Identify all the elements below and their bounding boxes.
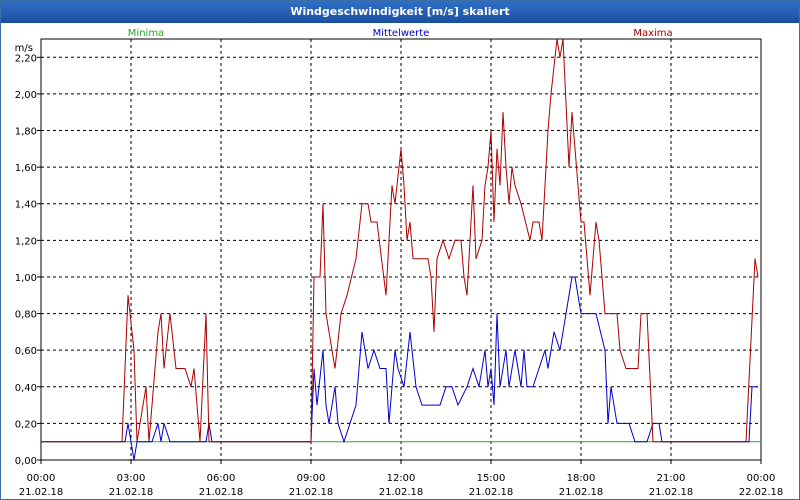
y-tick-label: 0,40 [15,383,37,394]
x-tick-time: 21:00 [657,473,686,484]
x-tick-date: 21.02.18 [19,487,64,498]
y-tick-label: 1,20 [15,236,37,247]
y-tick-label: 0,20 [15,419,37,430]
y-tick-label: 2,20 [15,53,37,64]
x-tick-time: 03:00 [117,473,146,484]
y-tick-label: 0,60 [15,346,37,357]
legend-minima: Minima [128,28,164,39]
x-tick-time: 12:00 [387,473,416,484]
legend-maxima: Maxima [633,28,672,39]
x-tick-date: 21.02.18 [199,487,244,498]
x-tick-time: 06:00 [207,473,236,484]
x-tick-date: 21.02.18 [649,487,694,498]
x-tick-time: 09:00 [297,473,326,484]
x-tick-time: 15:00 [477,473,506,484]
y-tick-label: 0,00 [15,456,37,467]
x-tick-date: 21.02.18 [109,487,154,498]
y-tick-label: 1,40 [15,200,37,211]
y-tick-label: 1,80 [15,127,37,138]
chart-title: Windgeschwindigkeit [m/s] skaliert [1,1,799,23]
x-tick-date: 22.02.18 [739,487,784,498]
y-tick-label: 0,80 [15,310,37,321]
x-tick-time: 00:00 [27,473,56,484]
wind-speed-chart: 0,00 0,20 0,40 0,60 0,80 1,00 1,20 1,40 1,60 1,80… [15,28,784,498]
x-tick-date: 21.02.18 [469,487,514,498]
y-axis-label: m/s [15,43,33,54]
y-tick-label: 2,00 [15,90,37,101]
y-tick-label: 1,00 [15,273,37,284]
x-tick-date: 21.02.18 [289,487,334,498]
y-tick-label: 1,60 [15,163,37,174]
x-tick-time: 18:00 [567,473,596,484]
series-line-maxima [41,38,759,443]
x-tick-date: 21.02.18 [379,487,424,498]
x-tick-time: 00:00 [747,473,776,484]
legend-mittelwerte: Mittelwerte [373,28,430,39]
x-tick-date: 21.02.18 [559,487,604,498]
